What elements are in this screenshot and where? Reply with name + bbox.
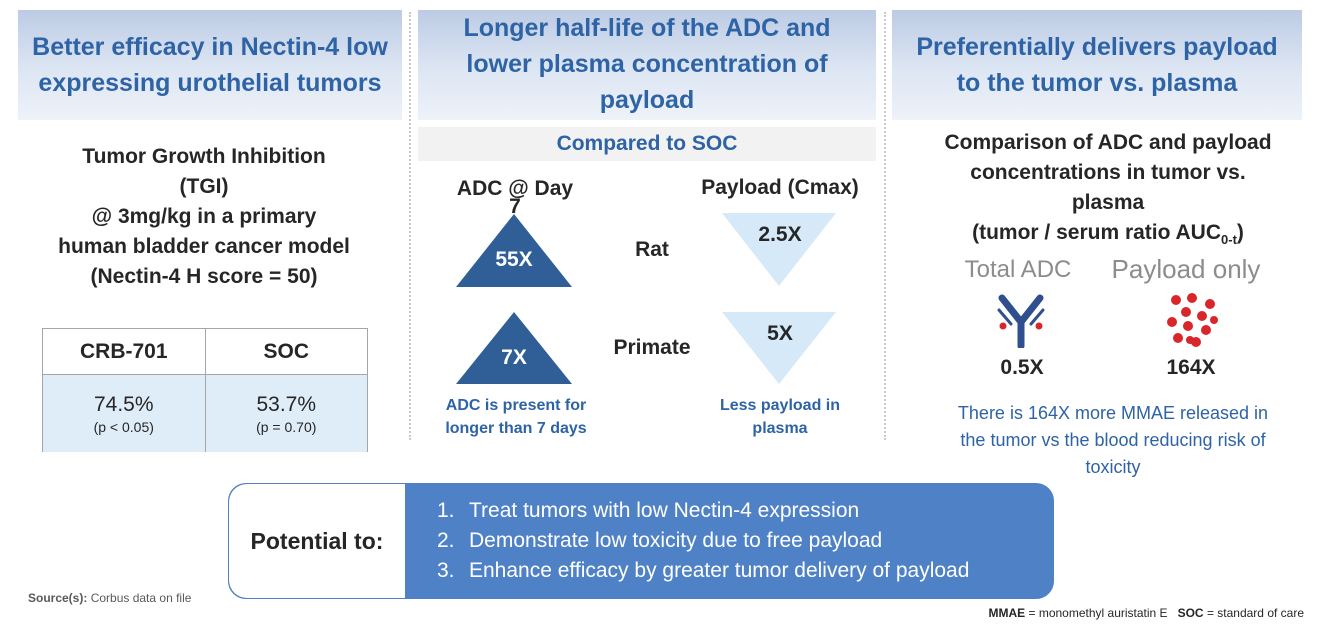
comparison-line: Comparison of ADC and payload — [944, 131, 1272, 154]
payload-cmax-header: Payload (Cmax) — [701, 176, 859, 199]
payload-primate-value: 5X — [767, 322, 793, 345]
tgi-value: 74.5% — [93, 392, 154, 416]
p-value: (p = 0.70) — [256, 418, 317, 435]
mmae-note-line: the tumor vs the blood reducing risk of — [960, 430, 1266, 450]
column-header-half-life: Longer half-life of the ADC and lower pl… — [418, 10, 876, 120]
list-text: Demonstrate low toxicity due to free pay… — [469, 529, 883, 552]
header-line: payload — [599, 86, 695, 114]
tgi-line: (TGI) — [179, 175, 229, 198]
table-header-crb701: CRB-701 — [43, 329, 206, 374]
tgi-line: human bladder cancer model — [58, 235, 350, 258]
table-row: 74.5% (p < 0.05) 53.7% (p = 0.70) — [43, 375, 367, 452]
adc-note-line: longer than 7 days — [445, 420, 587, 437]
compared-banner: Compared to SOC — [418, 127, 876, 161]
list-item: 1. Treat tumors with low Nectin-4 express… — [437, 496, 969, 526]
mmae-note-line: There is 164X more MMAE released in — [957, 403, 1269, 423]
potential-list: 1. Treat tumors with low Nectin-4 express… — [437, 496, 969, 586]
adc-note: ADC is present for longer than 7 days — [428, 394, 604, 440]
def-mmae: = monomethyl auristatin E — [1028, 606, 1168, 620]
tgi-line: @ 3mg/kg in a primary — [91, 205, 317, 228]
table-header-row: CRB-701 SOC — [43, 329, 367, 375]
header-line: to the tumor vs. plasma — [956, 69, 1238, 97]
list-text: Treat tumors with low Nectin-4 expressio… — [469, 499, 860, 522]
comparison-line: concentrations in tumor vs. — [970, 161, 1246, 184]
adc-note-line: ADC is present for — [445, 397, 587, 414]
ratio-label: (tumor / serum ratio AUC — [972, 221, 1222, 244]
table-cell-soc: 53.7% (p = 0.70) — [206, 375, 368, 452]
table-cell-crb701: 74.5% (p < 0.05) — [43, 375, 206, 452]
list-number: 1. — [437, 499, 455, 522]
payload-cluster-icon — [1167, 293, 1218, 347]
tgi-description: Tumor Growth Inhibition (TGI) @ 3mg/kg i… — [30, 142, 378, 292]
mmae-note: There is 164X more MMAE released in the … — [928, 400, 1298, 481]
header-line: Better efficacy in Nectin-4 low — [32, 33, 388, 61]
potential-label: Potential to: — [229, 484, 407, 598]
tgi-value: 53.7% — [256, 392, 317, 416]
column-divider-right — [884, 12, 886, 440]
tgi-table: CRB-701 SOC 74.5% (p < 0.05) 53.7% (p = … — [42, 328, 368, 452]
p-value: (p < 0.05) — [93, 418, 154, 435]
payload-note: Less payload in plasma — [700, 394, 860, 440]
list-text: Enhance efficacy by greater tumor delive… — [469, 559, 970, 582]
abbreviation-footnote: MMAE = monomethyl auristatin E SOC = sta… — [988, 606, 1304, 620]
header-line: lower plasma concentration of — [466, 50, 828, 78]
tgi-line: Tumor Growth Inhibition — [82, 145, 326, 168]
adc-header-line: 7 — [509, 195, 521, 218]
adc-header-line: ADC @ Day — [456, 177, 574, 200]
list-number: 3. — [437, 559, 455, 582]
adc-primate-value: 7X — [501, 346, 527, 369]
header-line: expressing urothelial tumors — [38, 69, 382, 97]
list-item: 2. Demonstrate low toxicity due to free p… — [437, 526, 969, 556]
source-note: Source(s): Corbus data on file — [28, 591, 191, 605]
column-header-delivery: Preferentially delivers payload to the t… — [892, 10, 1302, 120]
list-number: 2. — [437, 529, 455, 552]
total-adc-value: 0.5X — [1000, 356, 1044, 379]
adc-day-header: ADC @ Day 7 — [440, 176, 590, 218]
ratio-line: (tumor / serum ratio AUC0-t) — [928, 218, 1288, 255]
source-label: Source(s): — [28, 591, 88, 605]
payload-only-value: 164X — [1166, 356, 1216, 379]
list-item: 3. Enhance efficacy by greater tumor deli… — [437, 556, 969, 586]
column-divider-left — [409, 12, 411, 440]
payload-note-line: plasma — [752, 420, 808, 437]
ratio-close: ) — [1236, 221, 1244, 244]
species-primate: Primate — [613, 336, 691, 359]
triangle-adc-rat — [456, 214, 572, 287]
comparison-description: Comparison of ADC and payload concentrat… — [928, 128, 1288, 255]
table-header-soc: SOC — [263, 339, 309, 363]
potential-box: Potential to: 1. Treat tumors with low Ne… — [228, 483, 1054, 599]
total-adc-label: Total ADC — [964, 256, 1072, 283]
triangle-adc-primate — [456, 312, 572, 384]
abbr-mmae: MMAE — [988, 606, 1026, 620]
adc-rat-value: 55X — [495, 248, 533, 271]
source-text: Corbus data on file — [90, 591, 192, 605]
ratio-subscript: 0-t — [1221, 232, 1237, 248]
antibody-icon — [997, 294, 1045, 348]
payload-rat-value: 2.5X — [758, 223, 802, 246]
comparison-line: plasma — [1071, 191, 1145, 214]
column-header-efficacy: Better efficacy in Nectin-4 low expressi… — [18, 10, 402, 120]
payload-only-label: Payload only — [1111, 254, 1261, 284]
def-soc: = standard of care — [1206, 606, 1304, 620]
payload-note-line: Less payload in — [719, 397, 841, 414]
species-rat: Rat — [635, 238, 669, 261]
mmae-note-line: toxicity — [1085, 457, 1141, 477]
header-line: Longer half-life of the ADC and — [463, 14, 831, 42]
tgi-line: (Nectin-4 H score = 50) — [90, 265, 318, 288]
abbr-soc: SOC — [1177, 606, 1204, 620]
triangle-payload-primate — [722, 312, 836, 384]
triangle-payload-rat — [722, 213, 836, 286]
header-line: Preferentially delivers payload — [916, 33, 1278, 61]
